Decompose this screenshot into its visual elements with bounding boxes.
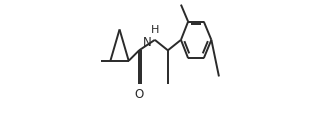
- Text: H: H: [151, 25, 159, 35]
- Text: N: N: [143, 36, 152, 49]
- Text: O: O: [134, 88, 144, 101]
